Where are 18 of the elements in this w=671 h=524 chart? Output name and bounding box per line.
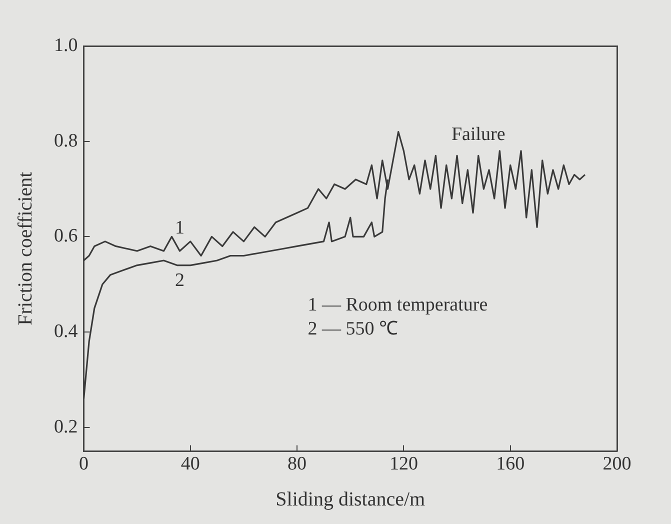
annotation: Failure (451, 124, 506, 146)
x-tick-label: 40 (180, 454, 200, 475)
y-tick-label: 0.4 (54, 321, 78, 342)
annotation: 2 — 550 ℃ (308, 318, 398, 340)
annotation: 1 — Room temperature (308, 294, 488, 316)
annotation: 1 (174, 217, 184, 238)
x-tick-label: 160 (496, 454, 525, 475)
x-tick-label: 120 (389, 454, 418, 475)
x-tick-label: 200 (602, 454, 632, 475)
x-tick-label: 80 (288, 454, 307, 475)
y-tick-label: 0.6 (54, 226, 78, 247)
y-tick-label: 0.2 (54, 416, 78, 438)
x-axis-title: Sliding distance/m (276, 488, 426, 510)
y-tick-label: 0.8 (54, 130, 78, 152)
y-axis-title: Friction coefficient (14, 171, 36, 326)
x-tick-label: 0 (79, 454, 88, 475)
y-tick-label: 1.0 (54, 34, 78, 56)
annotation: 2 (174, 270, 184, 291)
